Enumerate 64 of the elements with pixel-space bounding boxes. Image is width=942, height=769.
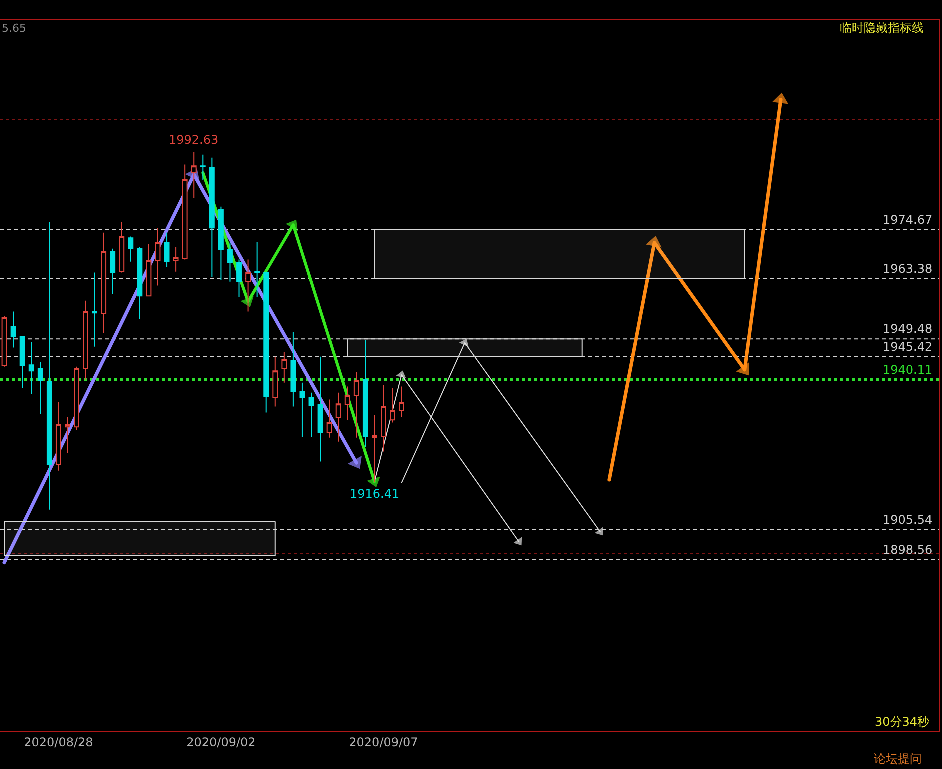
annotation: 1992.63 — [169, 133, 219, 147]
candlestick — [246, 259, 252, 312]
candlestick — [318, 356, 324, 462]
ref-line-label: 1945.42 — [883, 340, 933, 354]
annotation: 5.65 — [2, 22, 26, 35]
candlestick — [92, 272, 98, 348]
annotation: 临时隐藏指标线 — [840, 21, 924, 35]
ref-line-label: 1963.38 — [883, 262, 933, 276]
ref-line-label: 1940.11 — [883, 363, 933, 377]
x-tick-label: 2020/09/02 — [186, 735, 256, 750]
candlestick — [119, 222, 125, 274]
point — [772, 92, 789, 104]
annotation: 1916.41 — [350, 487, 400, 501]
candlestick — [300, 382, 306, 438]
point — [646, 236, 662, 248]
ref-line-label: 1974.67 — [883, 213, 933, 227]
candlestick — [146, 244, 152, 297]
candlestick — [20, 336, 26, 389]
candlestick — [101, 232, 107, 334]
candlestick — [65, 416, 70, 454]
candlestick — [209, 157, 215, 278]
x-tick-label: 2020/09/07 — [349, 735, 418, 750]
candlestick — [137, 246, 143, 320]
point — [286, 220, 298, 232]
candlestick — [236, 259, 242, 298]
candlestick — [390, 388, 396, 424]
candlestick — [372, 414, 378, 484]
candlestick — [272, 356, 278, 408]
candlestick — [28, 342, 34, 395]
candlestick — [326, 399, 332, 438]
x-tick-label: 2020/08/28 — [24, 735, 94, 750]
candlestick — [290, 332, 296, 408]
candlestick — [381, 384, 386, 452]
candlestick — [56, 401, 62, 472]
candlestick — [362, 339, 368, 448]
candlestick — [282, 352, 288, 384]
candlestick — [164, 232, 170, 268]
candlestick — [110, 248, 116, 294]
candlestick — [228, 242, 233, 282]
candlestick — [200, 154, 206, 180]
candlestick — [191, 152, 197, 199]
candlestick — [46, 222, 52, 510]
candlestick — [254, 241, 260, 298]
candlestick — [344, 386, 350, 421]
ref-line-label: 1949.48 — [883, 322, 933, 336]
candlestick — [173, 246, 179, 272]
text: 论坛提问 — [874, 752, 922, 766]
ref-line-label: 1898.56 — [883, 543, 933, 557]
candlestick — [83, 300, 88, 380]
annotation: 30分34秒 — [875, 715, 930, 729]
candlestick — [399, 386, 404, 418]
candlestick — [218, 206, 224, 281]
candlestick — [264, 271, 270, 414]
candlestick — [10, 311, 16, 348]
candlestick — [182, 164, 188, 260]
point — [367, 476, 380, 488]
candlestick — [354, 372, 360, 438]
candlestick — [308, 392, 314, 438]
candlestick — [155, 228, 161, 286]
candlestick — [74, 366, 80, 431]
candlestick — [38, 362, 44, 415]
candlestick — [336, 392, 342, 442]
candlestick — [128, 236, 134, 262]
ref-line-label: 1905.54 — [883, 513, 933, 527]
